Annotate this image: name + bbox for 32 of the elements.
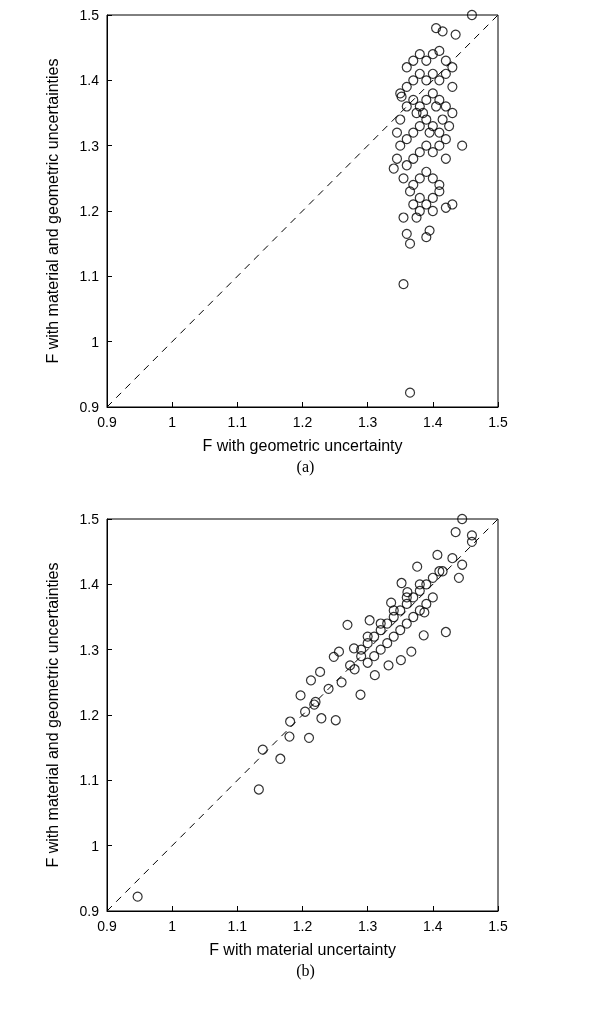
x-tick-label: 1	[168, 414, 177, 430]
y-tick-label: 1.5	[79, 511, 100, 527]
x-axis-title: F with geometric uncertainty	[202, 436, 403, 454]
y-tick-label: 1.2	[79, 203, 100, 219]
y-tick-label: 1.5	[79, 7, 100, 23]
y-axis-title: F with material and geometric uncertainties	[43, 58, 61, 364]
x-tick-label: 1.5	[488, 414, 508, 430]
y-tick-label: 1.2	[79, 707, 100, 723]
text: (a)	[296, 457, 315, 476]
y-axis-title: F with material and geometric uncertainties	[43, 562, 61, 868]
y-tick-label: 0.9	[79, 399, 100, 415]
y-tick-label: 1	[91, 333, 100, 350]
x-tick-label: 1.3	[357, 918, 378, 934]
x-tick-label: 1.2	[292, 414, 313, 430]
y-tick-label: 1.3	[79, 641, 100, 658]
y-tick-label: 1.4	[79, 576, 100, 593]
x-tick-label: 1	[168, 918, 177, 934]
x-axis-title: F with material uncertainty	[209, 940, 396, 958]
x-tick-label: 1.3	[357, 414, 378, 430]
y-tick-label: 0.9	[79, 903, 100, 919]
x-tick-label: 1.2	[292, 918, 313, 934]
x-tick-label: 1.4	[423, 414, 443, 430]
y-tick-label: 1.4	[79, 72, 100, 89]
y-tick-label: 1.3	[79, 137, 100, 154]
text: (b)	[296, 961, 315, 980]
x-tick-label: 1.5	[488, 918, 508, 934]
y-tick-label: 1.1	[79, 268, 100, 285]
x-tick-label: 1.1	[227, 414, 248, 430]
y-tick-label: 1	[91, 837, 100, 854]
x-tick-label: 1.4	[423, 918, 443, 934]
x-tick-label: 1.1	[227, 918, 248, 934]
y-tick-label: 1.1	[79, 772, 100, 789]
